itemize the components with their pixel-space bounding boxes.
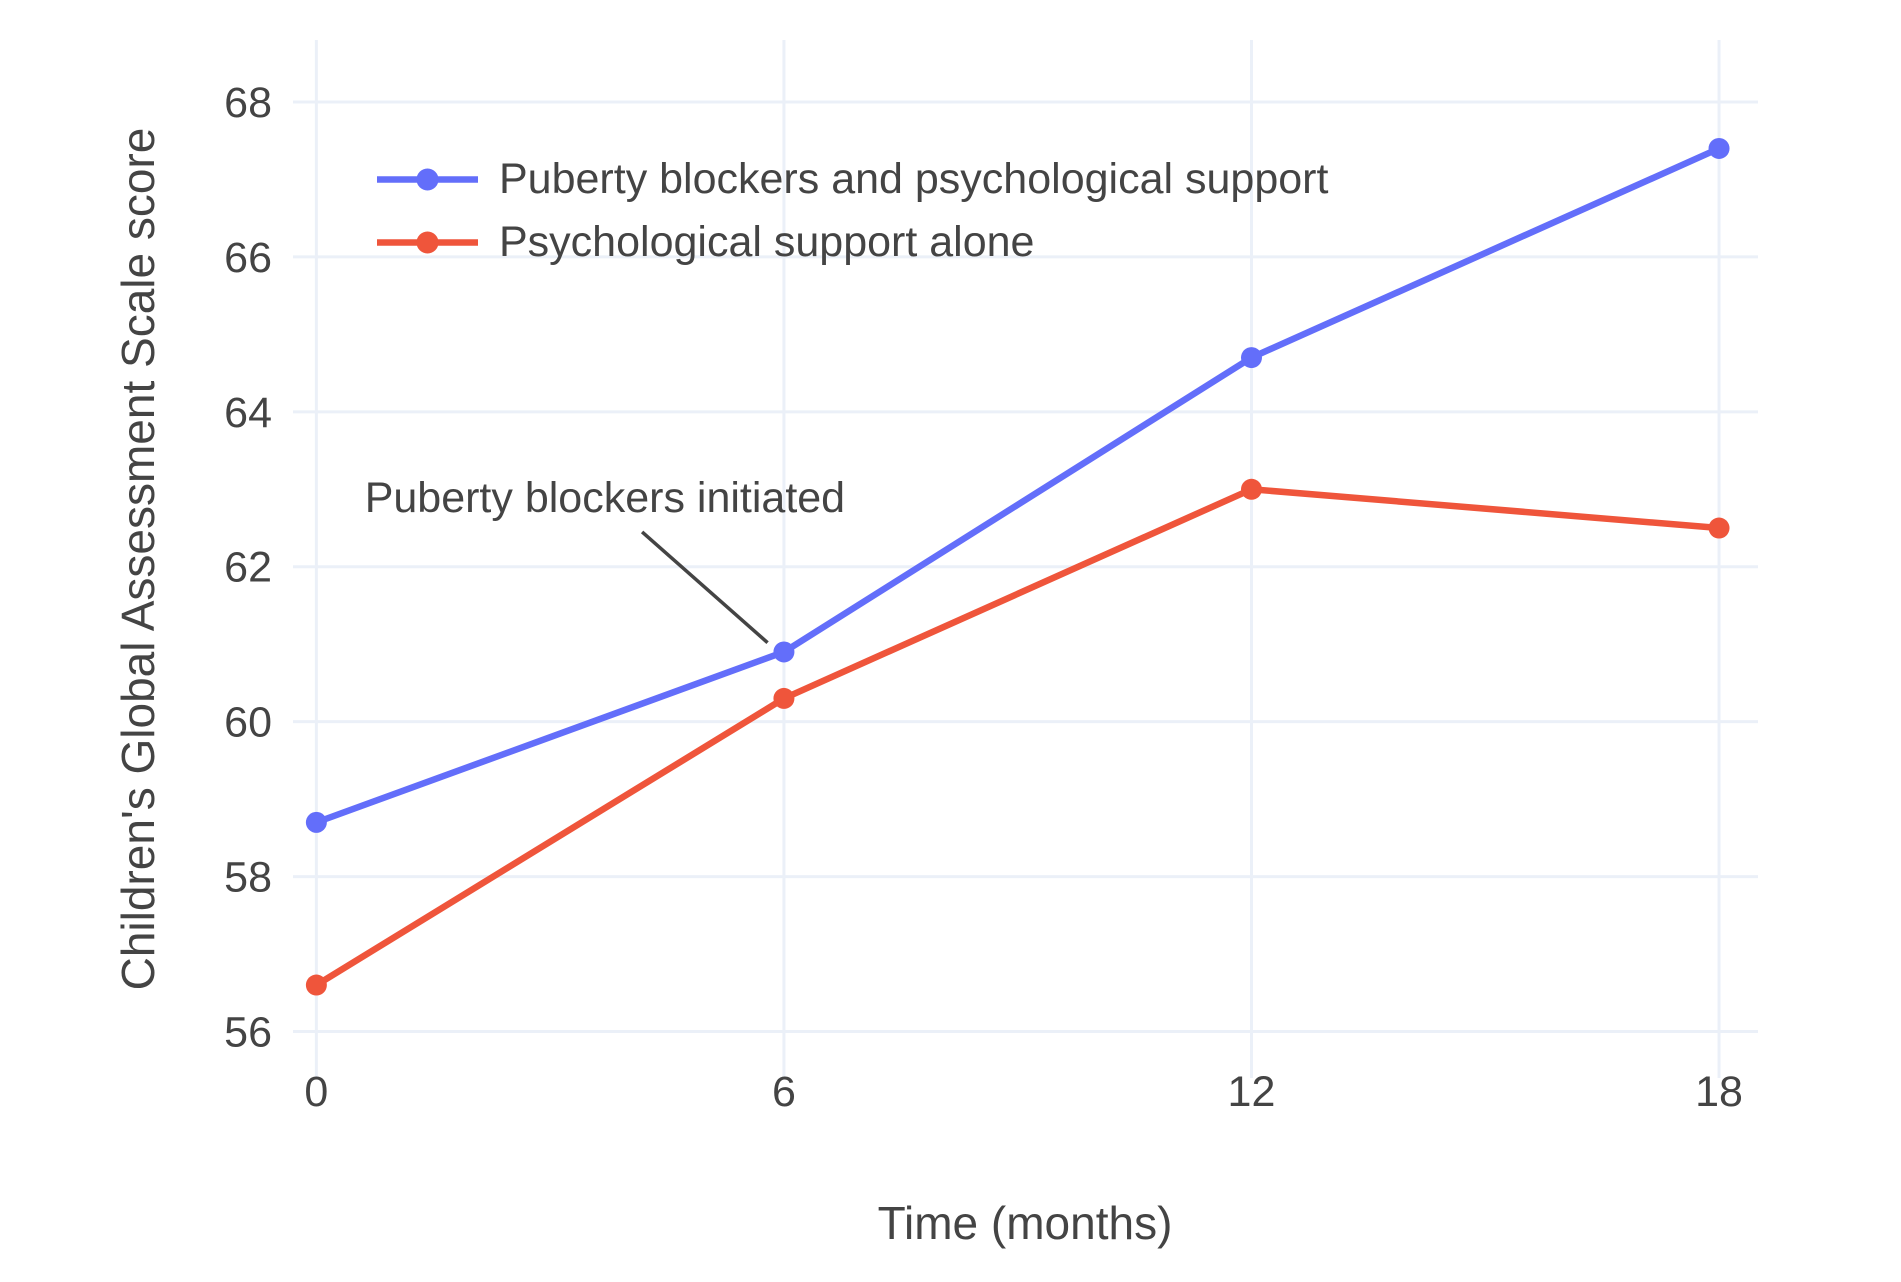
- legend-item-puberty-blockers[interactable]: Puberty blockers and psychological suppo…: [377, 148, 1328, 211]
- data-point-s0-x12: [1240, 347, 1262, 369]
- y-tick-label: 62: [224, 544, 272, 592]
- data-point-s0-x18: [1708, 137, 1730, 159]
- x-tick-label: 6: [772, 1068, 796, 1116]
- legend: Puberty blockers and psychological suppo…: [377, 148, 1328, 274]
- y-tick-label: 64: [224, 389, 272, 437]
- y-axis-title: Children's Global Assessment Scale score: [112, 127, 164, 991]
- data-point-s1-x6: [773, 687, 795, 709]
- data-point-s1-x12: [1240, 478, 1262, 500]
- data-point-s1-x0: [305, 974, 327, 996]
- series-line-0: [315, 145, 1721, 826]
- legend-marker-dot: [416, 231, 439, 254]
- annotation-text: Puberty blockers initiated: [364, 473, 846, 522]
- series-line-1: [314, 486, 1720, 988]
- legend-marker-dot: [416, 168, 439, 191]
- y-tick-label: 66: [224, 234, 272, 282]
- legend-item-psych-support-alone[interactable]: Psychological support alone: [377, 211, 1328, 274]
- legend-line-dot-icon: [377, 168, 478, 191]
- x-tick-label: 18: [1695, 1068, 1743, 1116]
- x-tick-label: 12: [1228, 1068, 1276, 1116]
- legend-line-dot-icon: [377, 231, 478, 254]
- legend-label: Psychological support alone: [499, 218, 1035, 266]
- y-tick-label: 56: [224, 1009, 272, 1057]
- y-tick-label: 60: [224, 699, 272, 747]
- x-tick-label: 0: [304, 1068, 328, 1116]
- annotation-leader-line: [640, 530, 769, 644]
- legend-label: Puberty blockers and psychological suppo…: [499, 155, 1329, 203]
- y-tick-label: 68: [224, 79, 272, 127]
- x-axis-title: Time (months): [877, 1197, 1173, 1249]
- y-tick-label: 58: [224, 854, 272, 902]
- data-point-s0-x0: [305, 811, 327, 833]
- data-point-s1-x18: [1708, 517, 1730, 539]
- data-point-s0-x6: [773, 641, 795, 663]
